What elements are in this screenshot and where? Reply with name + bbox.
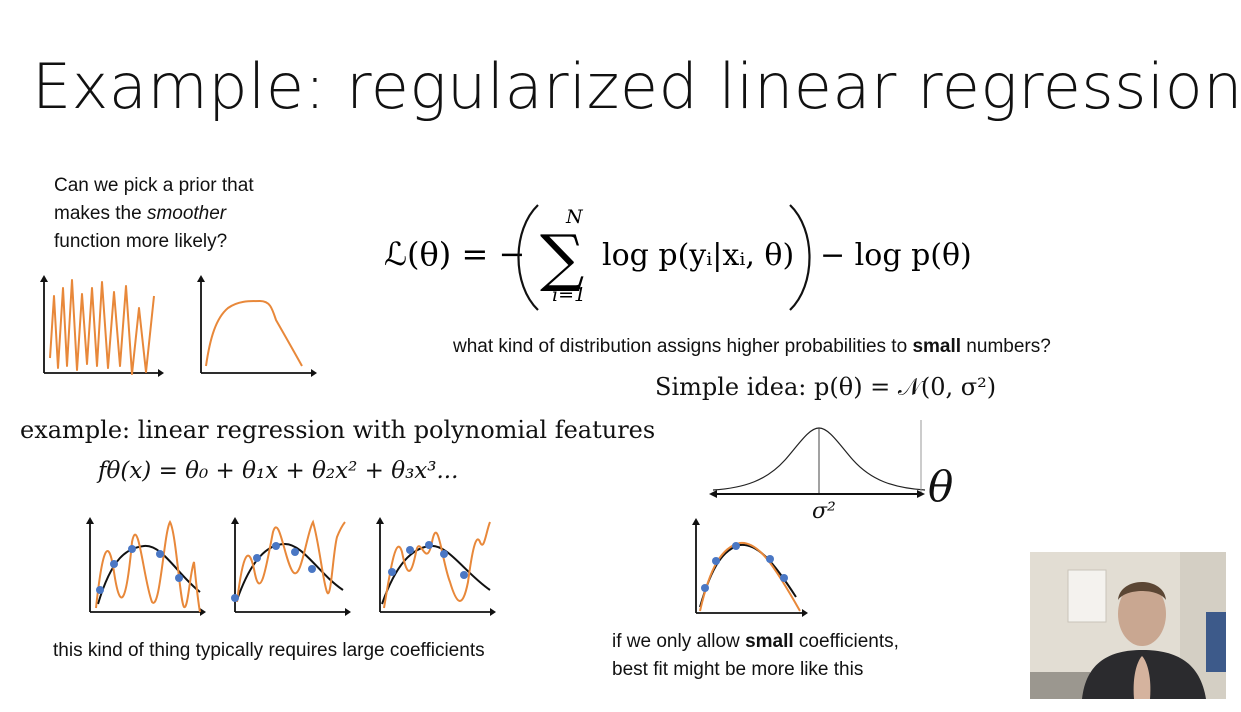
data-point (712, 557, 720, 565)
data-point (440, 550, 448, 558)
y-axis-arrow (692, 518, 700, 525)
x-axis-arrow (490, 608, 496, 616)
y-axis-arrow (86, 517, 94, 524)
right-paren (789, 204, 811, 311)
data-point (766, 555, 774, 563)
prior-question-line1: Can we pick a prior that (54, 175, 254, 196)
caption-small-line1-pre: if we only allow (612, 631, 746, 652)
smooth-function-plot (197, 275, 317, 377)
loss-term: log p(yᵢ|xᵢ, θ) (602, 238, 794, 273)
wall-chart (1067, 569, 1107, 623)
data-point (406, 546, 414, 554)
polynomial-formula: fθ(x) = θ₀ + θ₁x + θ₂x² + θ₃x³... (98, 458, 459, 484)
overfit-plot-2 (231, 517, 351, 616)
prior-question-line2: makes the smoother (54, 200, 334, 228)
loss-lhs: ℒ(θ) = − (384, 235, 525, 273)
bookshelf (1206, 612, 1226, 672)
data-point (253, 554, 261, 562)
loss-formula-graphic: ℒ(θ) = − N ∑ i=1 log p(yᵢ|xᵢ, θ) − log p… (384, 204, 972, 311)
overfit-plots (86, 517, 496, 616)
data-point (291, 548, 299, 556)
smooth-fit-plot (692, 518, 808, 617)
data-point (272, 542, 280, 550)
sigma-label: σ² (812, 499, 836, 524)
person-hands (1133, 656, 1151, 699)
sigma-arrow-left (709, 490, 717, 498)
person-head (1118, 582, 1166, 646)
sigma-arrow-right (917, 490, 925, 498)
smooth-curve (205, 299, 303, 367)
data-point (128, 545, 136, 553)
y-axis-arrow (197, 275, 205, 282)
y-axis-arrow (40, 275, 48, 282)
data-point (96, 586, 104, 594)
distribution-question-bold: small (912, 336, 962, 357)
data-point (780, 574, 788, 582)
x-axis-arrow (345, 608, 351, 616)
data-point (156, 550, 164, 558)
data-point (231, 594, 239, 602)
wiggly-function-plot (40, 275, 164, 377)
data-point (425, 541, 433, 549)
data-point (175, 574, 183, 582)
overfit-curve (95, 520, 201, 613)
x-axis-arrow (158, 369, 164, 377)
distribution-question: what kind of distribution assigns higher… (453, 336, 1051, 358)
true-curve (97, 544, 201, 605)
webcam-video (1030, 552, 1226, 699)
overfit-curve (236, 519, 346, 603)
overfit-plot-3 (376, 517, 496, 616)
webcam-scene (1030, 552, 1226, 699)
sum-symbol: ∑ (540, 221, 584, 294)
sum-upper-limit: N (565, 206, 584, 228)
y-axis-arrow (376, 517, 384, 524)
wiggly-curve (49, 279, 155, 375)
function-sketches (40, 275, 317, 377)
example-heading: example: linear regression with polynomi… (20, 416, 656, 444)
caption-small-coefficients: if we only allow small coefficients, bes… (612, 628, 899, 684)
caption-small-line1: if we only allow small coefficients, (612, 628, 899, 656)
caption-small-line1-post: coefficients, (793, 631, 899, 652)
slide-title: Example: regularized linear regression (32, 50, 1241, 123)
left-paren (517, 204, 539, 311)
simple-idea: Simple idea: p(θ) = 𝒩(0, σ²) (655, 373, 997, 401)
data-point (732, 542, 740, 550)
data-point (388, 568, 396, 576)
prior-question-smoother: smoother (146, 203, 227, 224)
theta-axis-label: θ (928, 462, 954, 511)
data-point (110, 560, 118, 568)
caption-large-coefficients: this kind of thing typically requires la… (53, 640, 485, 661)
smooth-fit-curve (699, 541, 801, 612)
sum-lower-limit: i=1 (552, 284, 586, 306)
data-point (701, 584, 709, 592)
data-point (460, 571, 468, 579)
person-hair (1118, 582, 1166, 600)
overfit-plot-1 (86, 517, 206, 616)
gaussian-sketch (709, 420, 926, 498)
overfit-curve (383, 521, 491, 609)
loss-tail: − log p(θ) (820, 238, 972, 273)
y-axis-arrow (231, 517, 239, 524)
chair (1030, 672, 1090, 699)
x-axis-arrow (200, 608, 206, 616)
caption-small-bold: small (745, 631, 794, 652)
distribution-question-post: numbers? (961, 336, 1051, 357)
prior-question-line2-pre: makes the (54, 203, 147, 224)
loss-formula: ℒ(θ) = − N ∑ i=1 log p(yᵢ|xᵢ, θ) − log p… (380, 195, 980, 315)
data-point (308, 565, 316, 573)
x-axis-arrow (311, 369, 317, 377)
caption-small-line2: best fit might be more like this (612, 659, 864, 680)
x-axis-arrow (802, 609, 808, 617)
true-curve (381, 544, 491, 605)
distribution-question-pre: what kind of distribution assigns higher… (453, 336, 913, 357)
prior-question-line3: function more likely? (54, 231, 228, 252)
prior-question: Can we pick a prior that makes the smoot… (54, 172, 334, 256)
